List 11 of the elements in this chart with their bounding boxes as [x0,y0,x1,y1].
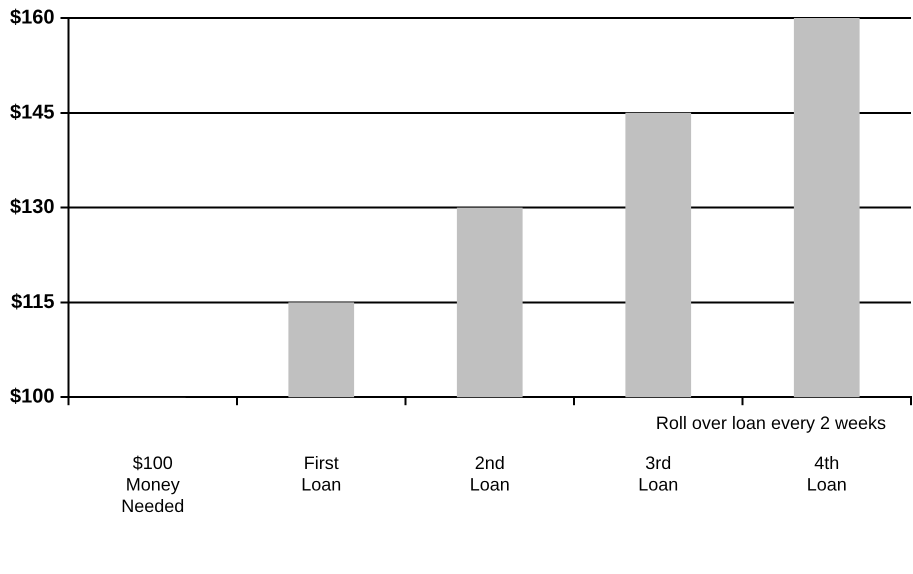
x-tick-label: 2nd Loan [470,452,510,495]
x-tick-label: $100 Money Needed [121,452,184,516]
y-tick-label: $160 [10,6,54,29]
y-tick-label: $145 [10,101,54,124]
x-tick-label: 4th Loan [806,452,847,495]
x-tick-label: First Loan [301,452,342,495]
y-tick-label: $115 [11,290,54,313]
y-tick-label: $100 [10,386,54,408]
text: Roll over loan every 2 weeks [656,413,886,434]
y-tick-label: $130 [10,196,54,218]
x-tick-label: 3rd Loan [638,452,678,495]
